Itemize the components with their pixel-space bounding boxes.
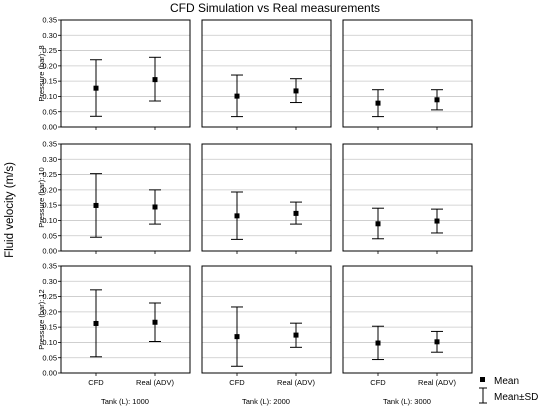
y-tick-label: 0.00 xyxy=(42,369,57,378)
y-tick-label: 0.30 xyxy=(42,277,57,286)
x-tick-label: CFD xyxy=(229,378,245,387)
y-tick-label: 0.15 xyxy=(42,201,57,210)
legend-mean-marker xyxy=(480,377,485,382)
panel-frame xyxy=(60,265,191,374)
y-tick-label: 0.05 xyxy=(42,107,57,116)
y-tick-label: 0.25 xyxy=(42,292,57,301)
mean-marker xyxy=(234,213,240,219)
legend: Mean Mean±SD xyxy=(479,376,538,404)
x-tick-label: CFD xyxy=(370,378,386,387)
x-tick-label: CFD xyxy=(88,378,104,387)
panel-r2-c1: 0.00 0.05 0.10 0.15 0.20 0.25 0.30 0.35 Pressure… xyxy=(37,140,191,256)
row-label: Pressure (bar): 10 xyxy=(37,167,46,227)
x-tick-label: Real (ADV) xyxy=(277,378,315,387)
panel-r1-c2 xyxy=(201,19,332,130)
y-tick-label: 0.10 xyxy=(42,216,57,225)
mean-marker xyxy=(234,93,240,99)
legend-sd-label: Mean±SD xyxy=(494,392,538,403)
panel-frame xyxy=(342,19,473,128)
y-tick-label: 0.15 xyxy=(42,323,57,332)
mean-marker xyxy=(375,340,381,346)
panel-r3-c3: CFD Real (ADV) xyxy=(342,265,473,387)
panel-r2-c3 xyxy=(342,143,473,254)
panel-frame xyxy=(60,143,191,252)
y-tick-label: 0.00 xyxy=(42,247,57,256)
mean-marker xyxy=(93,202,99,208)
y-tick-label: 0.35 xyxy=(42,262,57,271)
panel-r3-c1: 0.00 0.05 0.10 0.15 0.20 0.25 0.30 0.35 Pressure… xyxy=(37,262,191,387)
panel-r2-c2 xyxy=(201,143,332,254)
mean-marker xyxy=(152,77,158,83)
mean-marker xyxy=(293,210,299,216)
y-tick-label: 0.30 xyxy=(42,31,57,40)
mean-marker xyxy=(293,88,299,94)
panel-r3-c2: CFD Real (ADV) xyxy=(201,265,332,387)
x-tick-label: Real (ADV) xyxy=(136,378,174,387)
y-tick-label: 0.10 xyxy=(42,92,57,101)
mean-marker xyxy=(93,320,99,326)
mean-marker xyxy=(93,85,99,91)
y-tick-label: 0.30 xyxy=(42,155,57,164)
panel-r1-c1: 0.00 0.05 0.10 0.15 0.20 0.25 0.30 0.35 Pressure… xyxy=(37,16,191,132)
y-tick-label: 0.20 xyxy=(42,185,57,194)
row-label: Pressure (bar): 12 xyxy=(37,289,46,349)
mean-marker xyxy=(375,221,381,227)
panel-frame xyxy=(201,265,332,374)
panels-grid: 0.00 0.05 0.10 0.15 0.20 0.25 0.30 0.35 Pressure… xyxy=(37,16,473,387)
chart-title: CFD Simulation vs Real measurements xyxy=(170,1,380,15)
column-label: Tank (L): 2000 xyxy=(242,397,290,406)
y-tick-label: 0.35 xyxy=(42,140,57,149)
column-labels: Tank (L): 1000 Tank (L): 2000 Tank (L): 30… xyxy=(101,397,431,406)
y-tick-label: 0.35 xyxy=(42,16,57,25)
panel-frame xyxy=(60,19,191,128)
y-tick-label: 0.00 xyxy=(42,123,57,132)
panel-r1-c3 xyxy=(342,19,473,130)
y-tick-label: 0.25 xyxy=(42,46,57,55)
y-tick-label: 0.05 xyxy=(42,353,57,362)
panel-frame xyxy=(201,143,332,252)
mean-marker xyxy=(234,334,240,340)
y-axis-title: Fluid velocity (m/s) xyxy=(4,162,16,258)
column-label: Tank (L): 3000 xyxy=(383,397,431,406)
mean-marker xyxy=(152,204,158,210)
y-tick-label: 0.05 xyxy=(42,231,57,240)
mean-marker xyxy=(375,100,381,106)
legend-sd-marker xyxy=(479,387,487,404)
legend-mean-label: Mean xyxy=(494,376,519,387)
mean-marker xyxy=(293,332,299,338)
y-tick-label: 0.10 xyxy=(42,338,57,347)
y-tick-label: 0.20 xyxy=(42,61,57,70)
row-label: Pressure (bar): 8 xyxy=(37,45,46,101)
y-tick-label: 0.15 xyxy=(42,77,57,86)
mean-marker xyxy=(434,339,440,345)
x-tick-label: Real (ADV) xyxy=(418,378,456,387)
mean-marker xyxy=(434,97,440,103)
mean-marker xyxy=(434,218,440,224)
mean-marker xyxy=(152,319,158,325)
column-label: Tank (L): 1000 xyxy=(101,397,149,406)
y-tick-label: 0.25 xyxy=(42,170,57,179)
y-tick-label: 0.20 xyxy=(42,307,57,316)
panel-frame xyxy=(342,265,473,374)
panel-frame xyxy=(201,19,332,128)
panel-frame xyxy=(342,143,473,252)
